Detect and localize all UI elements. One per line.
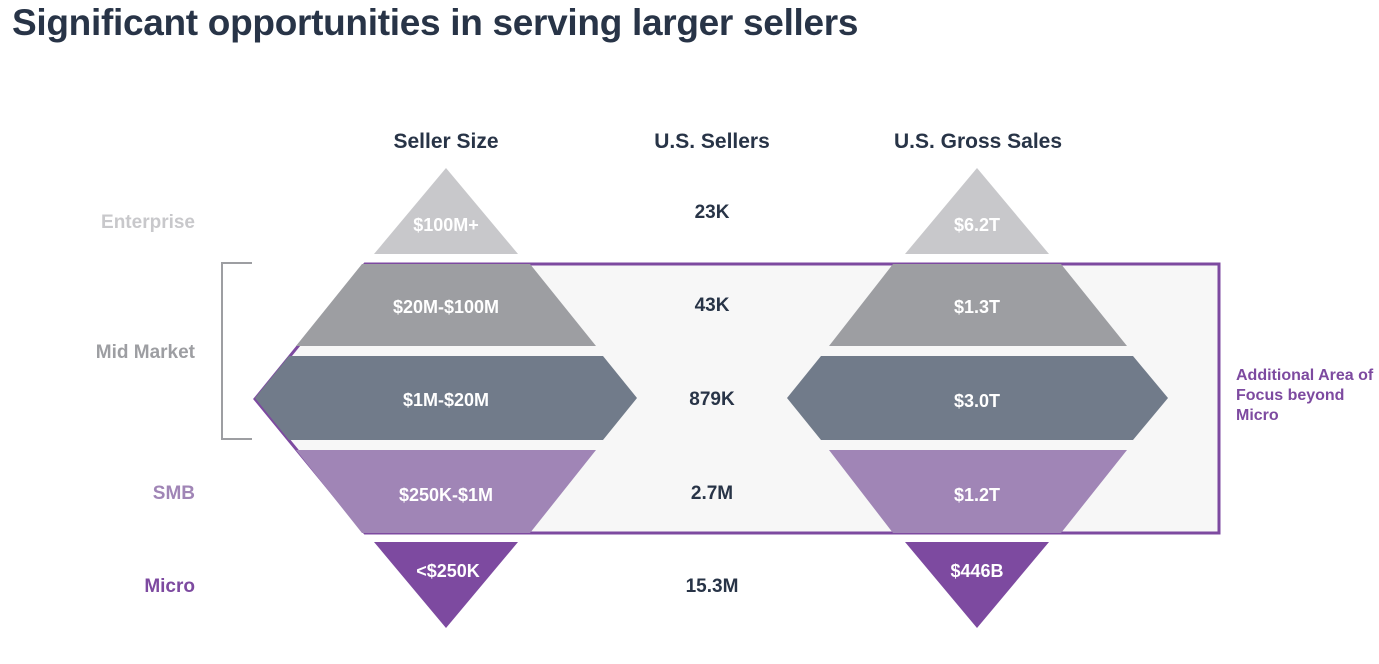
segment-label-enterprise: Enterprise bbox=[101, 212, 195, 233]
page-title: Significant opportunities in serving lar… bbox=[12, 2, 859, 43]
seller-size-micro-shape bbox=[374, 542, 518, 628]
gross-sales-micro-shape bbox=[905, 542, 1049, 628]
us-sellers-mid-upper: 43K bbox=[694, 295, 730, 316]
gross-sales-label-enterprise: $6.2T bbox=[954, 215, 1000, 235]
gross-sales-smb-shape bbox=[829, 450, 1127, 533]
mid-market-bracket bbox=[221, 262, 252, 440]
gross-sales-label-mid-upper: $1.3T bbox=[954, 297, 1000, 317]
gross-sales-label-smb: $1.2T bbox=[954, 485, 1000, 505]
seller-size-smb-shape bbox=[296, 450, 596, 533]
segment-label-micro: Micro bbox=[144, 576, 195, 597]
seller-size-label-enterprise: $100M+ bbox=[413, 215, 479, 235]
seller-size-label-micro: <$250K bbox=[416, 561, 480, 581]
us-sellers-smb: 2.7M bbox=[690, 483, 734, 504]
column-header-us-gross-sales: U.S. Gross Sales bbox=[893, 130, 1063, 153]
seller-size-label-mid-upper: $20M-$100M bbox=[393, 297, 499, 317]
us-sellers-enterprise: 23K bbox=[694, 202, 730, 223]
seller-size-mid-lower-shape bbox=[255, 356, 637, 440]
us-sellers-mid-lower: 879K bbox=[689, 389, 735, 410]
seller-size-enterprise-shape bbox=[374, 168, 518, 254]
column-header-us-sellers: U.S. Sellers bbox=[654, 130, 770, 153]
segment-label-smb: SMB bbox=[152, 483, 195, 504]
gross-sales-enterprise-shape bbox=[905, 168, 1049, 254]
segment-label-mid-market: Mid Market bbox=[95, 342, 195, 363]
seller-size-label-smb: $250K-$1M bbox=[399, 485, 493, 505]
gross-sales-label-mid-lower: $3.0T bbox=[954, 391, 1000, 411]
focus-area-note: Additional Area of Focus beyond Micro bbox=[1236, 367, 1374, 424]
column-header-seller-size: Seller Size bbox=[393, 130, 499, 153]
gross-sales-label-micro: $446B bbox=[950, 561, 1003, 581]
gross-sales-mid-upper-shape bbox=[829, 264, 1127, 346]
seller-size-label-mid-lower: $1M-$20M bbox=[403, 390, 489, 410]
gross-sales-mid-lower-shape bbox=[787, 356, 1168, 440]
seller-size-mid-upper-shape bbox=[296, 264, 596, 346]
us-sellers-micro: 15.3M bbox=[685, 576, 739, 597]
